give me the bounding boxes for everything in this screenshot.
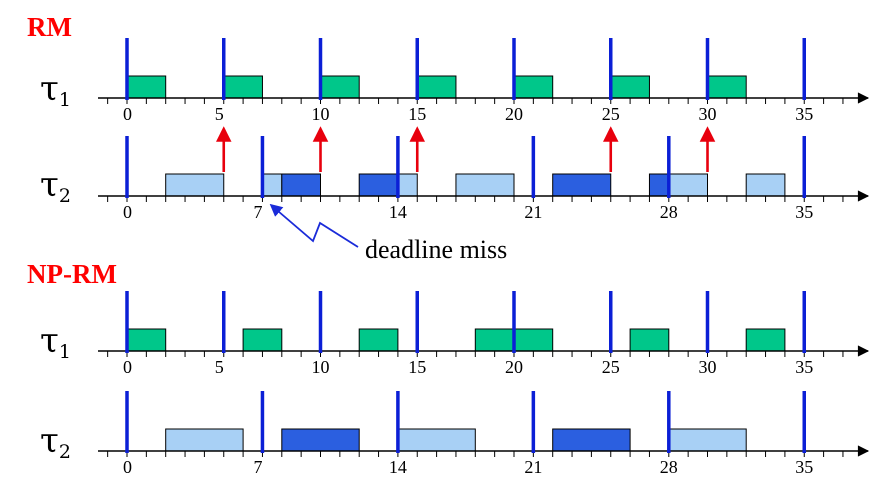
exec-bar-rm-t2-5	[455, 173, 515, 197]
deadline-miss-arrow	[269, 203, 359, 248]
exec-bar-nprm-t1-1	[242, 328, 283, 352]
timeline-row-nprm-t2: τ2 0 7 14 21 28 35	[40, 391, 870, 477]
exec-bar-rm-t1-2	[320, 75, 360, 99]
deadline-miss-label: deadline miss	[365, 235, 507, 264]
tick-label-rm-t2-21: 21	[524, 202, 542, 222]
timeline-row-rm-t2: τ2 0 7 14 21 28 35	[40, 126, 870, 222]
exec-bar-nprm-t2-1	[281, 428, 360, 452]
task-subscript-nprm-t2: 2	[59, 441, 71, 463]
exec-bar-rm-t1-0	[126, 75, 167, 99]
exec-bar-rm-t2-1	[261, 173, 283, 197]
timeline-row-nprm-t1: τ1 0 5 10 15 20 25 30 35	[40, 291, 870, 377]
tick-label-nprm-t1-35: 35	[795, 357, 813, 377]
tick-label-rm-t2-0: 0	[123, 202, 132, 222]
tick-label-nprm-t1-30: 30	[699, 357, 717, 377]
tick-label-rm-t2-28: 28	[660, 202, 678, 222]
tick-label-nprm-t2-0: 0	[123, 457, 132, 477]
exec-bar-nprm-t2-2	[397, 428, 476, 452]
exec-bar-rm-t1-4	[513, 75, 554, 99]
tick-label-nprm-t2-7: 7	[253, 457, 262, 477]
tick-label-rm-t1-20: 20	[505, 104, 523, 124]
exec-bar-rm-t2-7	[648, 173, 670, 197]
tick-label-rm-t1-15: 15	[408, 104, 426, 124]
tick-label-nprm-t1-10: 10	[312, 357, 330, 377]
exec-bar-rm-t2-3	[358, 173, 399, 197]
exec-bar-nprm-t2-0	[165, 428, 244, 452]
tick-label-nprm-t2-14: 14	[389, 457, 407, 477]
tick-label-nprm-t1-15: 15	[408, 357, 426, 377]
exec-bar-nprm-t1-5	[745, 328, 786, 352]
tick-label-nprm-t1-20: 20	[505, 357, 523, 377]
task-label-rm-t1: τ1	[40, 69, 71, 111]
task-label-nprm-t1: τ1	[40, 321, 71, 363]
tick-label-rm-t2-7: 7	[253, 202, 262, 222]
timeline-row-rm-t1: τ1 0 5 10 15 20 25 30 35	[40, 38, 870, 124]
exec-bar-nprm-t2-3	[552, 428, 631, 452]
section-title-nprm: NP-RM	[27, 259, 117, 289]
task-label-nprm-t2: τ2	[40, 421, 71, 463]
tick-label-nprm-t1-0: 0	[123, 357, 132, 377]
exec-bar-rm-t2-0	[165, 173, 225, 197]
exec-bar-rm-t1-5	[610, 75, 650, 99]
deadline-miss-annotation: deadline miss	[269, 203, 507, 264]
exec-bar-rm-t2-6	[552, 173, 612, 197]
task-subscript-nprm-t1: 1	[59, 341, 71, 363]
tick-label-nprm-t2-21: 21	[524, 457, 542, 477]
tick-label-rm-t2-14: 14	[389, 202, 407, 222]
exec-bar-nprm-t2-4	[668, 428, 747, 452]
tick-label-nprm-t2-35: 35	[795, 457, 813, 477]
exec-bar-rm-t1-6	[707, 75, 747, 99]
exec-bar-rm-t1-1	[223, 75, 263, 99]
exec-bar-nprm-t1-4	[629, 328, 670, 352]
exec-bar-nprm-t1-0	[126, 328, 167, 352]
tick-label-nprm-t1-5: 5	[215, 357, 224, 377]
exec-bar-rm-t1-3	[416, 75, 457, 99]
exec-bar-rm-t2-8	[668, 173, 708, 197]
tick-label-rm-t2-35: 35	[795, 202, 813, 222]
tick-label-rm-t1-35: 35	[795, 104, 813, 124]
tick-label-nprm-t1-25: 25	[602, 357, 620, 377]
exec-bar-rm-t2-2	[281, 173, 321, 197]
tick-label-rm-t1-30: 30	[699, 104, 717, 124]
exec-bar-rm-t2-9	[745, 173, 786, 197]
tick-label-nprm-t2-28: 28	[660, 457, 678, 477]
tick-label-rm-t1-0: 0	[123, 104, 132, 124]
task-subscript-rm-t1: 1	[59, 89, 71, 111]
tick-label-rm-t1-5: 5	[215, 104, 224, 124]
exec-bar-rm-t2-4	[397, 173, 418, 197]
task-label-rm-t2: τ2	[40, 165, 71, 207]
section-title-rm: RM	[27, 12, 72, 42]
exec-bar-nprm-t1-2	[358, 328, 399, 352]
tick-label-rm-t1-10: 10	[312, 104, 330, 124]
task-subscript-rm-t2: 2	[59, 185, 71, 207]
tick-label-rm-t1-25: 25	[602, 104, 620, 124]
